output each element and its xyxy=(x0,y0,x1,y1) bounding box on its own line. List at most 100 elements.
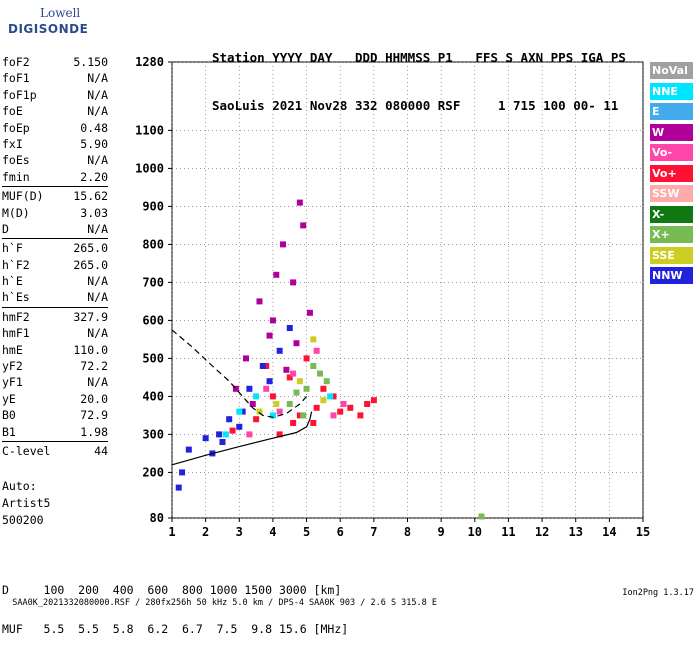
data-point xyxy=(222,431,229,438)
param-row: D N/A xyxy=(2,221,108,237)
data-point xyxy=(253,416,260,423)
data-point xyxy=(266,332,273,339)
param-row: yF2 72.2 xyxy=(2,358,108,374)
param-value: N/A xyxy=(87,375,108,390)
param-row: yE 20.0 xyxy=(2,391,108,407)
param-row: MUF(D) 15.62 xyxy=(2,188,108,204)
param-separator xyxy=(2,186,108,188)
param-value: N/A xyxy=(87,274,108,289)
legend-item: Vo+ xyxy=(650,164,693,182)
data-point xyxy=(216,431,223,438)
legend-item: NoVal xyxy=(650,62,693,79)
lowell-digisonde-logo: Lowell DIGISONDE xyxy=(2,4,88,44)
param-value: 5.90 xyxy=(80,136,108,151)
x-tick-label: 6 xyxy=(337,525,344,539)
param-value: 327.9 xyxy=(73,309,108,324)
param-label: h`Es xyxy=(2,290,30,305)
param-label: hmF2 xyxy=(2,309,30,324)
data-point xyxy=(246,385,253,392)
param-row: hmF2 327.9 xyxy=(2,309,108,325)
param-label: h`E xyxy=(2,274,23,289)
param-label: foF2 xyxy=(2,55,30,69)
x-tick-label: 7 xyxy=(370,525,377,539)
data-point xyxy=(303,385,310,392)
data-point xyxy=(313,404,320,411)
param-label: MUF(D) xyxy=(2,189,44,204)
param-row: h`E N/A xyxy=(2,273,108,289)
param-value: N/A xyxy=(87,221,108,236)
data-point xyxy=(273,401,280,407)
data-point xyxy=(256,298,263,305)
y-tick-label: 80 xyxy=(150,511,164,525)
param-label: M(D) xyxy=(2,205,30,220)
x-tick-label: 10 xyxy=(468,525,482,539)
data-point xyxy=(269,393,276,400)
data-point xyxy=(256,408,263,415)
trace-profile-line xyxy=(171,411,313,466)
param-row: M(D) 3.03 xyxy=(2,205,108,221)
param-value: N/A xyxy=(87,87,108,102)
data-point xyxy=(243,355,250,362)
param-value: 72.2 xyxy=(80,359,108,374)
param-row: fmin 2.20 xyxy=(2,169,108,185)
data-point xyxy=(310,420,317,426)
y-tick-label: 1000 xyxy=(135,161,164,175)
x-tick-label: 14 xyxy=(602,525,616,539)
data-point xyxy=(330,393,337,400)
x-tick-label: 2 xyxy=(202,525,209,539)
data-point xyxy=(179,469,186,476)
auto-artist: Artist5 xyxy=(2,496,51,510)
param-value: 0.48 xyxy=(80,120,108,135)
legend-item: NNW xyxy=(650,267,693,284)
x-tick-label: 13 xyxy=(568,525,582,539)
data-point xyxy=(327,393,334,400)
data-point xyxy=(364,401,371,407)
data-point xyxy=(219,439,226,445)
data-point xyxy=(273,271,280,278)
param-label: yF1 xyxy=(2,375,23,390)
x-tick-label: 1 xyxy=(168,525,175,539)
data-point xyxy=(266,378,273,385)
y-tick-label: 500 xyxy=(142,351,164,365)
data-point xyxy=(286,374,293,381)
param-value: 110.0 xyxy=(73,342,108,357)
param-label: hmE xyxy=(2,342,23,357)
param-value: 2.20 xyxy=(80,169,108,184)
data-point xyxy=(232,385,239,392)
data-point xyxy=(269,412,276,419)
data-point xyxy=(202,435,209,442)
legend-item: E xyxy=(650,103,693,120)
data-point xyxy=(226,416,233,423)
data-point xyxy=(249,401,256,407)
param-label: yF2 xyxy=(2,359,23,374)
param-separator xyxy=(2,440,108,442)
param-row: hmF1 N/A xyxy=(2,325,108,341)
param-label: B1 xyxy=(2,424,16,439)
auto-label: Auto: xyxy=(2,479,37,493)
param-value: N/A xyxy=(87,290,108,305)
data-point xyxy=(313,347,320,354)
data-point xyxy=(286,401,293,407)
y-tick-label: 800 xyxy=(142,237,164,251)
y-tick-label: 900 xyxy=(142,199,164,213)
param-row: foEp 0.48 xyxy=(2,120,108,136)
data-point xyxy=(300,222,307,229)
param-label: C-level xyxy=(2,443,51,458)
param-value: 15.62 xyxy=(73,189,108,204)
direction-legend: NoVal NNE E W Vo- Vo+ SSW X- X+ SSE NNW xyxy=(650,62,693,288)
data-point xyxy=(283,366,290,373)
param-label: foF1 xyxy=(2,71,30,86)
legend-item: X+ xyxy=(650,226,693,243)
data-point xyxy=(246,431,253,438)
param-separator xyxy=(2,306,108,308)
logo-brand: Lowell xyxy=(40,6,81,20)
data-point xyxy=(290,370,297,377)
data-point xyxy=(337,408,344,415)
y-tick-label: 200 xyxy=(142,465,164,479)
header-line1: Station YYYY DAY DDD HHMMSS P1 FFS S AXN… xyxy=(212,50,626,65)
data-point xyxy=(303,355,310,362)
data-point xyxy=(280,241,287,248)
legend-item: SSW xyxy=(650,185,693,202)
model-profile-line xyxy=(171,329,308,418)
ionogram-chart: 1 2 3 4 5 6 7 8 9 10 11 12 13 14 158020030040050060070… xyxy=(135,55,650,539)
